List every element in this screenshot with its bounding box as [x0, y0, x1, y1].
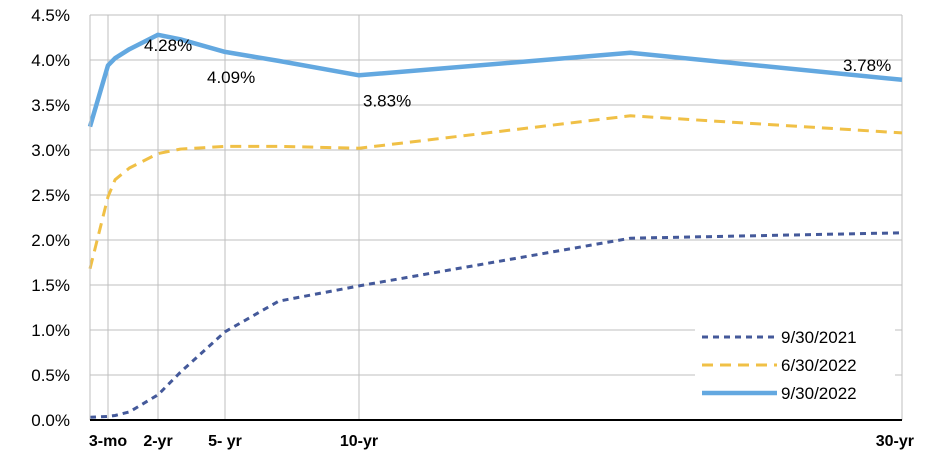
y-tick-label: 0.0% [31, 411, 70, 430]
y-tick-label: 4.5% [31, 6, 70, 25]
vertical-gridlines [107, 15, 903, 420]
y-axis-ticks: 0.0% 0.5% 1.0% 1.5% 2.0% 2.5% 3.0% 3.5% 4.0% 4.5% [31, 6, 70, 430]
axes [89, 15, 902, 421]
y-tick-label: 1.0% [31, 321, 70, 340]
data-label: 4.28% [144, 36, 192, 55]
x-tick-label: 3-mo [89, 433, 127, 450]
legend-label: 9/30/2021 [781, 328, 857, 347]
y-tick-label: 1.5% [31, 276, 70, 295]
x-tick-label: 10-yr [340, 433, 378, 450]
data-label: 3.78% [843, 56, 891, 75]
series-line-6-30-2022 [88, 114, 903, 270]
series-line-9-30-2021 [89, 231, 903, 419]
x-axis-ticks: 3-mo 2-yr 5- yr 10-yr 30-yr [89, 433, 914, 450]
data-labels: 4.28% 4.09% 3.83% 3.78% [144, 36, 891, 111]
y-tick-label: 3.0% [31, 141, 70, 160]
x-tick-label: 30-yr [876, 433, 914, 450]
data-label: 4.09% [207, 68, 255, 87]
series-line-9-30-2022 [87, 32, 903, 128]
y-tick-label: 2.0% [31, 231, 70, 250]
data-label: 3.83% [363, 91, 411, 110]
x-tick-label: 2-yr [143, 433, 172, 450]
legend-label: 9/30/2022 [781, 384, 857, 403]
legend: 9/30/2021 6/30/2022 9/30/2022 [695, 322, 895, 410]
y-tick-label: 4.0% [31, 51, 70, 70]
series-lines [87, 32, 903, 419]
x-tick-label: 5- yr [208, 433, 242, 450]
legend-label: 6/30/2022 [781, 356, 857, 375]
y-tick-label: 0.5% [31, 366, 70, 385]
y-tick-label: 3.5% [31, 96, 70, 115]
y-tick-label: 2.5% [31, 186, 70, 205]
